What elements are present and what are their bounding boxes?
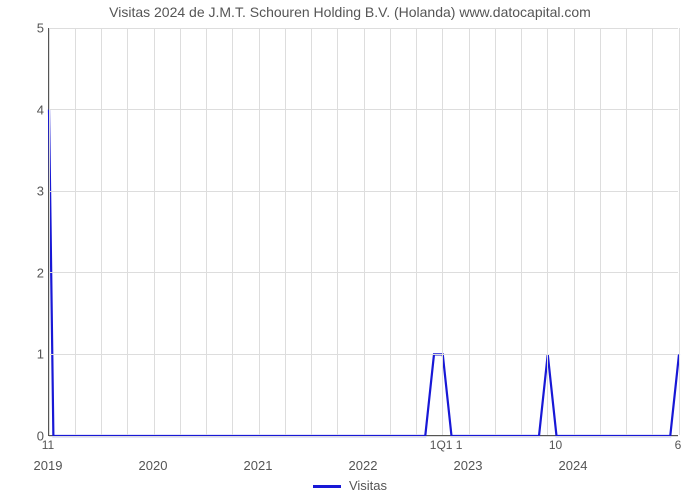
grid-line-vertical — [259, 28, 260, 435]
grid-line-vertical — [311, 28, 312, 435]
grid-line-vertical — [600, 28, 601, 435]
grid-line-horizontal — [49, 191, 678, 192]
grid-line-vertical — [206, 28, 207, 435]
grid-line-vertical — [574, 28, 575, 435]
x-tick-label: 2023 — [454, 458, 483, 473]
grid-line-vertical — [469, 28, 470, 435]
grid-line-horizontal — [49, 109, 678, 110]
grid-line-vertical — [626, 28, 627, 435]
grid-line-vertical — [127, 28, 128, 435]
grid-line-vertical — [75, 28, 76, 435]
x-tick-label: 2024 — [559, 458, 588, 473]
y-tick-label: 5 — [4, 21, 44, 36]
y-tick-label: 0 — [4, 429, 44, 444]
grid-line-vertical — [154, 28, 155, 435]
data-point-label: 11 — [42, 438, 54, 452]
grid-line-horizontal — [49, 354, 678, 355]
grid-line-horizontal — [49, 272, 678, 273]
chart-container: Visitas 2024 de J.M.T. Schouren Holding … — [0, 0, 700, 500]
grid-line-vertical — [364, 28, 365, 435]
grid-line-vertical — [337, 28, 338, 435]
x-tick-label: 2020 — [139, 458, 168, 473]
grid-line-vertical — [679, 28, 680, 435]
legend: Visitas — [0, 478, 700, 493]
grid-line-horizontal — [49, 28, 678, 29]
y-tick-label: 2 — [4, 265, 44, 280]
data-point-label: 10 — [549, 438, 562, 452]
chart-title: Visitas 2024 de J.M.T. Schouren Holding … — [0, 4, 700, 20]
grid-line-vertical — [49, 28, 50, 435]
grid-line-vertical — [521, 28, 522, 435]
grid-line-vertical — [285, 28, 286, 435]
y-tick-label: 4 — [4, 102, 44, 117]
grid-line-vertical — [652, 28, 653, 435]
grid-line-vertical — [232, 28, 233, 435]
y-tick-label: 3 — [4, 184, 44, 199]
legend-label: Visitas — [349, 478, 387, 493]
grid-line-vertical — [416, 28, 417, 435]
grid-line-horizontal — [49, 436, 678, 437]
grid-line-vertical — [547, 28, 548, 435]
grid-line-vertical — [101, 28, 102, 435]
x-tick-label: 2022 — [349, 458, 378, 473]
x-tick-label: 2019 — [34, 458, 63, 473]
data-point-label: 1Q1 1 — [430, 438, 463, 452]
data-point-label: 6 — [675, 438, 682, 452]
grid-line-vertical — [495, 28, 496, 435]
legend-swatch — [313, 485, 341, 488]
y-tick-label: 1 — [4, 347, 44, 362]
plot-area — [48, 28, 678, 436]
grid-line-vertical — [442, 28, 443, 435]
grid-line-vertical — [390, 28, 391, 435]
x-tick-label: 2021 — [244, 458, 273, 473]
grid-line-vertical — [180, 28, 181, 435]
